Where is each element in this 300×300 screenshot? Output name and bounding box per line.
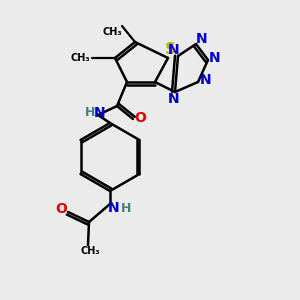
Text: O: O bbox=[55, 202, 67, 216]
Text: N: N bbox=[108, 201, 120, 215]
Text: N: N bbox=[168, 43, 180, 57]
Text: N: N bbox=[168, 92, 180, 106]
Text: N: N bbox=[200, 73, 212, 87]
Text: S: S bbox=[164, 43, 175, 58]
Text: O: O bbox=[134, 111, 146, 125]
Text: N: N bbox=[94, 106, 106, 120]
Text: N: N bbox=[209, 51, 221, 65]
Text: CH₃: CH₃ bbox=[70, 53, 90, 63]
Text: CH₃: CH₃ bbox=[102, 27, 122, 37]
Text: CH₃: CH₃ bbox=[80, 246, 100, 256]
Text: H: H bbox=[85, 106, 95, 119]
Text: H: H bbox=[121, 202, 131, 214]
Text: N: N bbox=[196, 32, 208, 46]
